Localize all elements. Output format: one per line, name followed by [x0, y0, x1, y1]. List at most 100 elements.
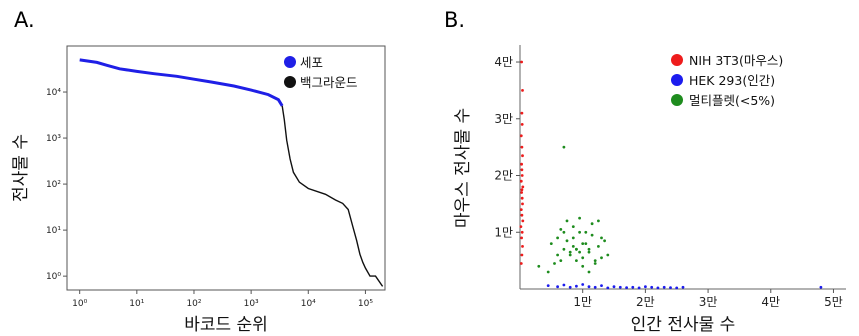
series-line-cells [79, 58, 284, 107]
y-tick-label-a: 10³ [46, 134, 61, 144]
x-tick-label-a: 10² [186, 299, 201, 309]
point-multiplet [606, 253, 610, 257]
point-multiplet [593, 262, 597, 265]
point-multiplet [559, 259, 563, 262]
point-nih3t3 [520, 188, 524, 192]
point-nih3t3 [520, 123, 524, 126]
point-multiplet [581, 256, 585, 260]
point-multiplet [578, 230, 581, 234]
y-axis-label-a: 전사물 수 [11, 134, 31, 202]
x-tick-label-b: 1만 [573, 295, 592, 309]
legend-label-cells: 세포 [300, 55, 323, 70]
point-hek293 [575, 284, 578, 288]
point-nih3t3 [520, 60, 523, 64]
point-hek293 [637, 286, 641, 290]
point-multiplet [537, 264, 541, 268]
legend-marker-multiplet [671, 94, 683, 106]
point-multiplet [571, 236, 575, 240]
point-nih3t3 [521, 89, 524, 92]
legend-label-hek293: HEK 293(인간) [689, 73, 775, 88]
point-multiplet [597, 245, 600, 248]
x-tick-label-b: 3만 [699, 295, 718, 309]
point-nih3t3 [519, 225, 523, 229]
y-axis-label-b: 마우스 전사물 수 [453, 108, 473, 228]
y-tick-label-b: 2만 [494, 169, 513, 183]
point-nih3t3 [520, 236, 523, 240]
point-hek293 [681, 285, 685, 289]
y-tick-label-a: 10¹ [46, 226, 61, 236]
series-line-background [281, 105, 384, 287]
point-multiplet [578, 250, 581, 254]
point-hek293 [546, 284, 550, 287]
point-nih3t3 [521, 154, 524, 158]
point-nih3t3 [519, 208, 523, 212]
x-tick-label-a: 10⁴ [301, 299, 316, 309]
point-multiplet [549, 242, 553, 246]
point-multiplet [578, 216, 581, 220]
point-nih3t3 [520, 174, 524, 177]
point-hek293 [587, 285, 591, 289]
point-multiplet [562, 145, 566, 149]
point-hek293 [675, 286, 679, 290]
point-multiplet [575, 247, 578, 251]
legend-label-nih3t3: NIH 3T3(마우스) [689, 53, 783, 68]
point-hek293 [819, 285, 823, 289]
point-hek293 [618, 285, 622, 289]
point-multiplet [593, 259, 597, 262]
y-tick-label-a: 10⁰ [46, 272, 61, 282]
point-multiplet [600, 256, 603, 260]
point-multiplet [581, 242, 585, 246]
point-nih3t3 [520, 191, 523, 194]
point-hek293 [568, 285, 572, 289]
legend-a: 세포 백그라운드 [284, 55, 358, 90]
point-multiplet [587, 247, 591, 251]
point-nih3t3 [519, 134, 523, 138]
point-nih3t3 [520, 253, 524, 257]
point-multiplet [587, 270, 591, 274]
panel-label-b: B. [444, 8, 466, 32]
point-hek293 [600, 284, 603, 287]
point-hek293 [644, 285, 647, 289]
point-multiplet [584, 242, 588, 246]
y-tick-label-b: 4만 [494, 55, 513, 69]
point-multiplet [600, 236, 603, 240]
point-multiplet [553, 262, 556, 265]
point-nih3t3 [520, 145, 524, 149]
x-tick-label-b: 2만 [636, 295, 655, 309]
point-nih3t3 [521, 185, 525, 189]
point-multiplet [568, 253, 572, 257]
point-hek293 [662, 285, 666, 289]
legend-b: NIH 3T3(마우스) HEK 293(인간) 멀티플렛(<5%) [671, 53, 783, 108]
legend-label-background: 백그라운드 [300, 75, 358, 90]
point-hek293 [612, 285, 616, 289]
x-tick-label-b: 4만 [761, 295, 780, 309]
point-multiplet [556, 236, 559, 240]
point-multiplet [568, 250, 572, 254]
point-nih3t3 [521, 202, 524, 206]
legend-marker-background [284, 76, 296, 88]
point-nih3t3 [520, 230, 524, 234]
point-multiplet [562, 247, 566, 251]
x-tick-label-a: 10⁰ [72, 299, 87, 309]
point-hek293 [631, 285, 635, 289]
point-multiplet [565, 239, 569, 243]
point-multiplet [556, 253, 559, 257]
point-nih3t3 [520, 213, 524, 217]
y-tick-label-b: 1만 [494, 225, 513, 239]
point-hek293 [669, 286, 672, 289]
point-multiplet [571, 225, 575, 229]
point-nih3t3 [521, 219, 525, 223]
point-multiplet [575, 259, 578, 262]
point-hek293 [581, 283, 585, 286]
legend-marker-hek293 [671, 74, 683, 86]
point-multiplet [571, 245, 575, 248]
x-tick-label-a: 10³ [244, 299, 259, 309]
point-hek293 [625, 286, 628, 289]
point-nih3t3 [520, 111, 524, 115]
y-tick-label-a: 10² [46, 180, 61, 190]
point-nih3t3 [520, 162, 523, 166]
point-hek293 [650, 285, 654, 289]
point-nih3t3 [520, 168, 524, 172]
x-tick-label-b: 5만 [824, 295, 843, 309]
